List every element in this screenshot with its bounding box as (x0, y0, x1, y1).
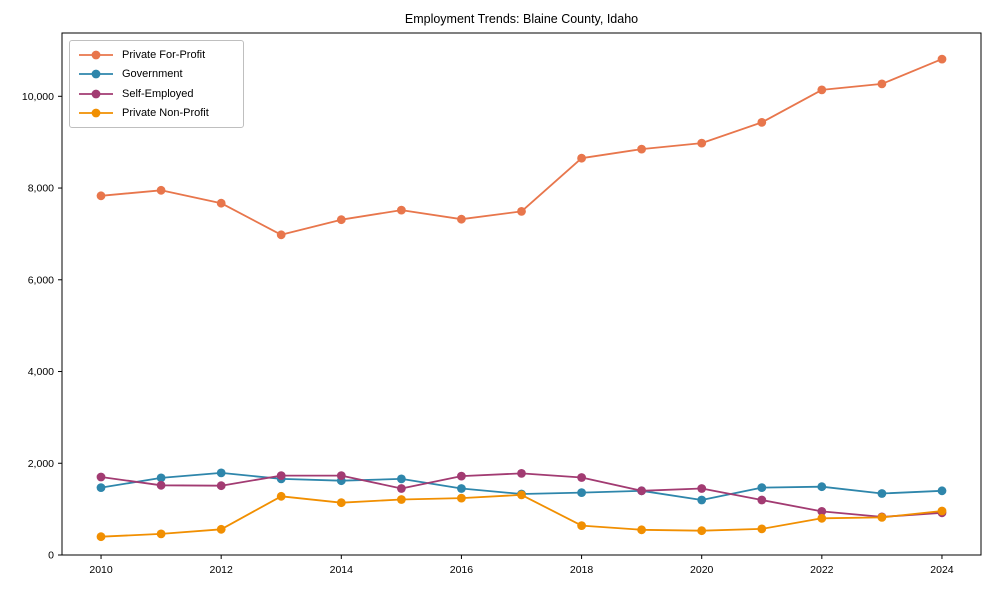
legend-entry-self-employed: Self-Employed (70, 85, 243, 103)
y-axis-tick-label: 8,000 (28, 183, 54, 195)
data-point-private-non-profit-2020 (697, 526, 707, 536)
y-axis-tick-label: 10,000 (22, 91, 54, 103)
data-point-private-for-profit-2024 (937, 54, 947, 64)
y-axis-tick-label: 2,000 (28, 458, 54, 470)
data-point-private-for-profit-2015 (397, 205, 406, 215)
data-point-government-2010 (96, 483, 106, 492)
y-axis-tick-label: 6,000 (28, 274, 54, 286)
legend-entry-private-non-profit: Private Non-Profit (70, 104, 243, 122)
data-point-self-employed-2014 (336, 471, 346, 480)
data-point-private-non-profit-2024 (937, 506, 947, 516)
data-point-private-non-profit-2018 (577, 521, 586, 530)
data-point-private-for-profit-2016 (457, 214, 466, 224)
data-point-self-employed-2019 (637, 486, 646, 496)
data-point-self-employed-2012 (216, 481, 226, 491)
x-axis-tick-label: 2016 (450, 564, 474, 576)
series-line-private-non-profit (100, 494, 943, 538)
legend-entry-private-for-profit: Private For-Profit (70, 46, 243, 64)
data-point-private-for-profit-2010 (96, 191, 106, 201)
data-point-self-employed-2010 (96, 472, 106, 482)
data-point-private-non-profit-2022 (817, 513, 827, 523)
data-point-government-2016 (457, 484, 466, 493)
legend-marker-icon (79, 69, 113, 79)
y-axis-tick-label: 4,000 (28, 366, 54, 378)
x-axis-tick-label: 2012 (209, 564, 233, 576)
data-point-private-non-profit-2017 (517, 490, 526, 500)
data-point-self-employed-2021 (757, 495, 767, 505)
legend: Private For-Profit Government Self-Employe… (69, 40, 244, 128)
legend-marker-icon (79, 108, 113, 118)
legend-marker-icon (79, 89, 113, 99)
data-point-private-for-profit-2018 (577, 153, 586, 163)
legend-label: Government (122, 68, 183, 81)
data-point-private-for-profit-2022 (817, 85, 827, 95)
data-point-government-2021 (757, 483, 767, 492)
data-point-private-non-profit-2016 (457, 493, 466, 503)
data-point-private-non-profit-2012 (216, 524, 226, 534)
data-point-government-2022 (817, 482, 827, 492)
data-point-private-for-profit-2014 (336, 215, 346, 225)
data-point-private-non-profit-2011 (156, 529, 166, 539)
data-point-self-employed-2017 (517, 469, 526, 478)
data-point-government-2012 (216, 468, 226, 478)
legend-label: Private Non-Profit (122, 107, 209, 120)
legend-label: Self-Employed (122, 87, 194, 100)
x-axis-tick-label: 2022 (810, 564, 834, 576)
data-point-private-for-profit-2023 (877, 79, 887, 89)
data-point-government-2015 (397, 474, 406, 484)
legend-marker-icon (79, 50, 113, 60)
data-point-private-for-profit-2012 (216, 198, 226, 208)
data-point-private-non-profit-2014 (336, 498, 346, 508)
plot-border (61, 32, 982, 556)
data-point-self-employed-2015 (397, 484, 406, 493)
data-point-self-employed-2022 (817, 507, 827, 516)
data-point-private-non-profit-2015 (397, 495, 406, 504)
data-point-government-2020 (697, 495, 707, 505)
data-point-self-employed-2020 (697, 484, 707, 493)
legend-label: Private For-Profit (122, 48, 206, 61)
chart-title: Employment Trends: Blaine County, Idaho (404, 12, 639, 26)
x-axis-tick-label: 2010 (89, 564, 113, 576)
x-axis-tick-label: 2020 (690, 564, 714, 576)
y-axis-tick-label: 0 (48, 550, 54, 562)
data-point-private-for-profit-2019 (637, 144, 646, 154)
data-point-private-for-profit-2021 (757, 118, 767, 127)
data-point-private-non-profit-2023 (877, 513, 887, 522)
data-point-government-2018 (577, 488, 586, 497)
data-point-government-2011 (156, 473, 166, 483)
data-point-private-for-profit-2013 (276, 230, 286, 240)
x-axis-tick-label: 2018 (570, 564, 594, 576)
x-axis-tick-label: 2024 (930, 564, 954, 576)
data-point-government-2023 (877, 489, 887, 498)
data-point-private-for-profit-2020 (697, 138, 707, 148)
data-point-private-non-profit-2021 (757, 524, 767, 534)
x-axis-tick-label: 2014 (330, 564, 354, 576)
data-point-private-for-profit-2017 (517, 207, 526, 216)
data-point-self-employed-2016 (457, 471, 466, 481)
data-point-private-non-profit-2013 (276, 491, 286, 501)
data-point-government-2024 (937, 486, 947, 496)
legend-entry-government: Government (70, 65, 243, 83)
data-point-private-non-profit-2019 (637, 525, 646, 535)
data-point-private-for-profit-2011 (156, 185, 166, 195)
data-point-self-employed-2011 (156, 480, 166, 490)
data-point-self-employed-2013 (276, 471, 286, 480)
data-point-self-employed-2018 (577, 473, 586, 482)
data-point-private-non-profit-2010 (96, 532, 106, 542)
